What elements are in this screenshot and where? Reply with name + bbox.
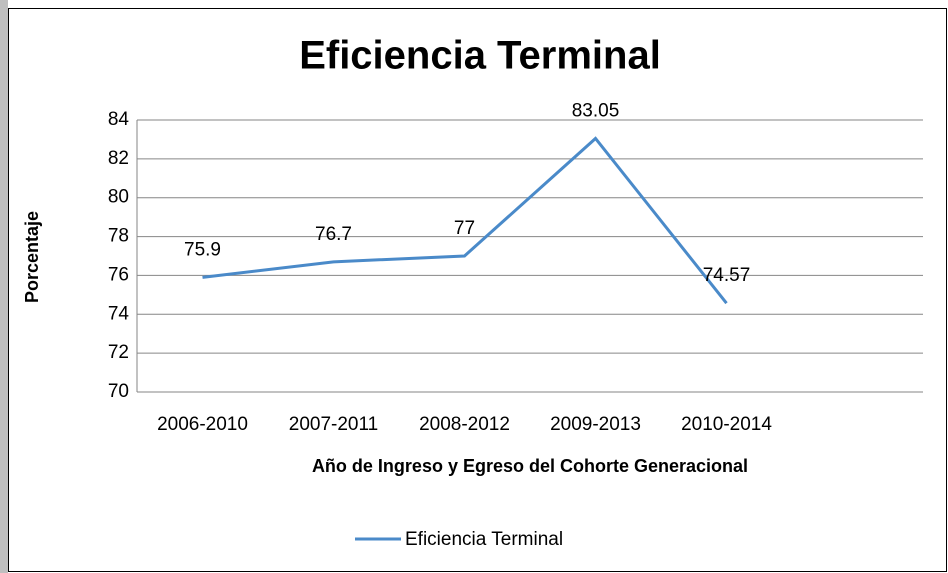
y-tick-label: 82 xyxy=(108,148,129,169)
data-label: 74.57 xyxy=(703,265,751,286)
data-line xyxy=(202,136,728,305)
y-tick-label: 74 xyxy=(108,303,130,324)
y-tick-label: 84 xyxy=(108,109,130,130)
x-tick-label: 2010-2014 xyxy=(681,414,772,435)
data-label: 75.9 xyxy=(184,239,221,260)
chart-frame xyxy=(8,8,947,572)
x-tick-label: 2008-2012 xyxy=(419,414,510,435)
data-label: 83.05 xyxy=(572,100,620,121)
y-tick-label: 80 xyxy=(108,187,129,208)
legend-label: Eficiencia Terminal xyxy=(405,529,563,550)
y-tick-label: 72 xyxy=(108,342,129,363)
data-label: 76.7 xyxy=(315,224,352,245)
chart-title: Eficiencia Terminal xyxy=(299,34,661,78)
y-axis-label: Porcentaje xyxy=(22,211,42,303)
y-tick-label: 70 xyxy=(108,381,129,402)
x-axis-label: Año de Ingreso y Egreso del Cohorte Gene… xyxy=(312,456,748,476)
y-tick-label: 76 xyxy=(108,264,129,285)
left-edge xyxy=(0,0,8,573)
y-tick-label: 78 xyxy=(108,226,129,247)
x-tick-label: 2006-2010 xyxy=(157,414,248,435)
x-tick-label: 2007-2011 xyxy=(289,414,378,435)
x-tick-label: 2009-2013 xyxy=(550,414,641,435)
data-label: 77 xyxy=(454,218,475,239)
